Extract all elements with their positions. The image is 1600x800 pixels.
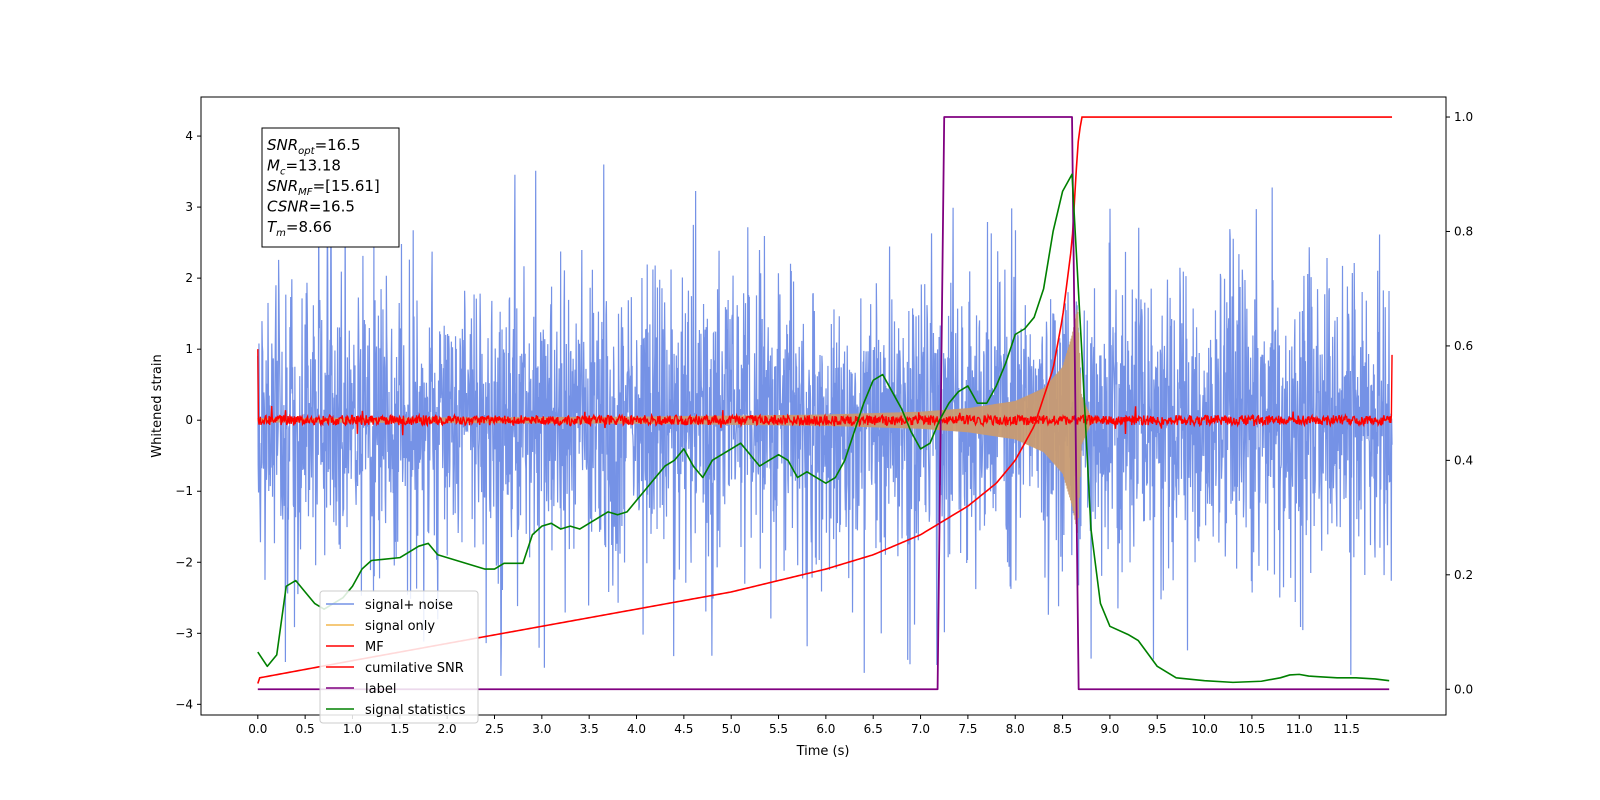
legend-frame	[319, 590, 479, 724]
annotation-line: SNRopt=16.5	[267, 136, 361, 157]
right-y-tick-label: 0.2	[1454, 568, 1473, 582]
signal-plus-noise-line	[257, 164, 1393, 676]
legend-label: cumilative SNR	[365, 661, 464, 676]
x-tick-label: 1.5	[390, 722, 409, 736]
legend: signal+ noise signal only MF cumilative SNR…	[319, 590, 479, 724]
x-tick-label: 11.0	[1286, 722, 1313, 736]
legend-label: signal statistics	[365, 703, 466, 718]
x-tick-label: 6.0	[816, 722, 835, 736]
plot-frame	[200, 96, 1447, 716]
label-series	[257, 116, 1390, 691]
x-axis-ticks: 0.0 0.5 1.0 1.5 2.0 2.5 3.0 3.5 4.0 4.5 5.0 5.5 6.0 6…	[248, 715, 1360, 736]
annotation-box: SNRopt=16.5Mc=13.18SNRMF=[15.61]CSNR=16.…	[261, 127, 400, 248]
x-tick-label: 11.5	[1333, 722, 1360, 736]
signal-statistics-series	[257, 173, 1390, 684]
mf-series	[257, 349, 1393, 436]
left-y-tick-label: 4	[185, 129, 193, 143]
x-axis-label: Time (s)	[796, 744, 850, 759]
right-y-tick-label: 1.0	[1454, 110, 1473, 124]
left-y-tick-label: 1	[185, 342, 193, 356]
left-y-tick-label: 3	[185, 200, 193, 214]
right-y-tick-label: 0.8	[1454, 224, 1473, 238]
x-tick-label: 0.5	[296, 722, 315, 736]
signal-statistics-line	[257, 173, 1390, 684]
right-y-tick-label: 0.6	[1454, 339, 1473, 353]
legend-label: signal only	[365, 619, 435, 634]
x-tick-label: 4.5	[674, 722, 693, 736]
left-y-tick-label: −2	[175, 555, 193, 569]
x-tick-label: 3.0	[532, 722, 551, 736]
right-y-tick-label: 0.4	[1454, 453, 1473, 467]
mf-line	[257, 349, 1393, 436]
legend-label: signal+ noise	[365, 598, 453, 613]
x-tick-label: 9.5	[1148, 722, 1167, 736]
x-tick-label: 8.5	[1053, 722, 1072, 736]
label-line	[257, 116, 1390, 691]
x-tick-label: 5.0	[722, 722, 741, 736]
x-tick-label: 0.0	[248, 722, 267, 736]
legend-label: MF	[365, 640, 384, 655]
x-tick-label: 10.5	[1239, 722, 1266, 736]
x-tick-label: 8.0	[1006, 722, 1025, 736]
annotation-frame	[261, 127, 400, 248]
right-y-tick-label: 0.0	[1454, 682, 1473, 696]
right-y-axis-ticks: 0.0 0.2 0.4 0.6 0.8 1.0	[1446, 110, 1473, 696]
annotation-line: SNRMF=[15.61]	[267, 177, 380, 198]
left-y-tick-label: 2	[185, 271, 193, 285]
x-tick-label: 7.0	[911, 722, 930, 736]
x-tick-label: 10.0	[1191, 722, 1218, 736]
x-tick-label: 3.5	[580, 722, 599, 736]
left-y-tick-label: −4	[175, 697, 193, 711]
x-tick-label: 7.5	[958, 722, 977, 736]
x-tick-label: 9.0	[1100, 722, 1119, 736]
legend-label: label	[365, 682, 396, 697]
left-y-tick-label: −3	[175, 626, 193, 640]
left-y-tick-label: 0	[185, 413, 193, 427]
left-y-tick-label: −1	[175, 484, 193, 498]
y-axis-label: Whitened strain	[150, 354, 165, 457]
annotation-line: Mc=13.18	[267, 157, 341, 178]
x-tick-label: 2.0	[438, 722, 457, 736]
signal-plus-noise-series	[257, 164, 1393, 676]
x-tick-label: 4.0	[627, 722, 646, 736]
left-y-axis-ticks: −4 −3 −2 −1 0 1 2 3 4	[175, 129, 201, 711]
x-tick-label: 6.5	[864, 722, 883, 736]
annotation-line: Tm=8.66	[267, 218, 332, 239]
annotation-line: CSNR=16.5	[267, 198, 355, 216]
x-tick-label: 1.0	[343, 722, 362, 736]
x-tick-label: 5.5	[769, 722, 788, 736]
x-tick-label: 2.5	[485, 722, 504, 736]
